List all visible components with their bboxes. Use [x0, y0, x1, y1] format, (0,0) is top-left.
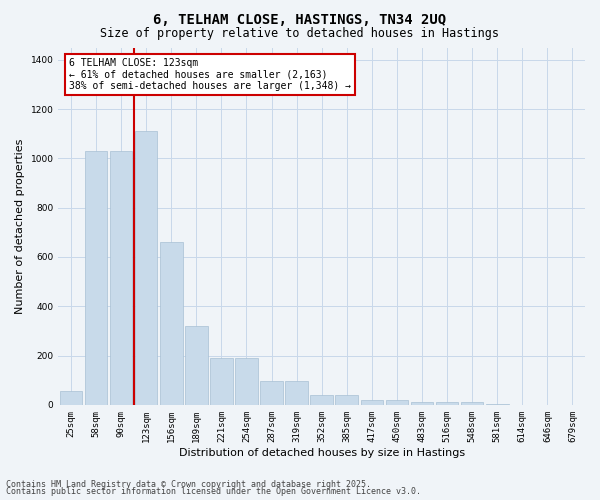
- Text: 6, TELHAM CLOSE, HASTINGS, TN34 2UQ: 6, TELHAM CLOSE, HASTINGS, TN34 2UQ: [154, 12, 446, 26]
- Bar: [235, 358, 258, 405]
- Bar: [59, 392, 82, 405]
- Bar: [310, 395, 333, 405]
- X-axis label: Distribution of detached houses by size in Hastings: Distribution of detached houses by size …: [179, 448, 465, 458]
- Bar: [361, 400, 383, 405]
- Bar: [260, 382, 283, 405]
- Text: Contains public sector information licensed under the Open Government Licence v3: Contains public sector information licen…: [6, 487, 421, 496]
- Bar: [411, 402, 433, 405]
- Text: 6 TELHAM CLOSE: 123sqm
← 61% of detached houses are smaller (2,163)
38% of semi-: 6 TELHAM CLOSE: 123sqm ← 61% of detached…: [69, 58, 351, 92]
- Text: Size of property relative to detached houses in Hastings: Size of property relative to detached ho…: [101, 28, 499, 40]
- Bar: [436, 402, 458, 405]
- Y-axis label: Number of detached properties: Number of detached properties: [15, 138, 25, 314]
- Bar: [210, 358, 233, 405]
- Bar: [185, 326, 208, 405]
- Bar: [286, 382, 308, 405]
- Bar: [110, 151, 133, 405]
- Bar: [461, 402, 484, 405]
- Bar: [160, 242, 182, 405]
- Bar: [85, 151, 107, 405]
- Bar: [335, 395, 358, 405]
- Text: Contains HM Land Registry data © Crown copyright and database right 2025.: Contains HM Land Registry data © Crown c…: [6, 480, 371, 489]
- Bar: [386, 400, 408, 405]
- Bar: [135, 132, 157, 405]
